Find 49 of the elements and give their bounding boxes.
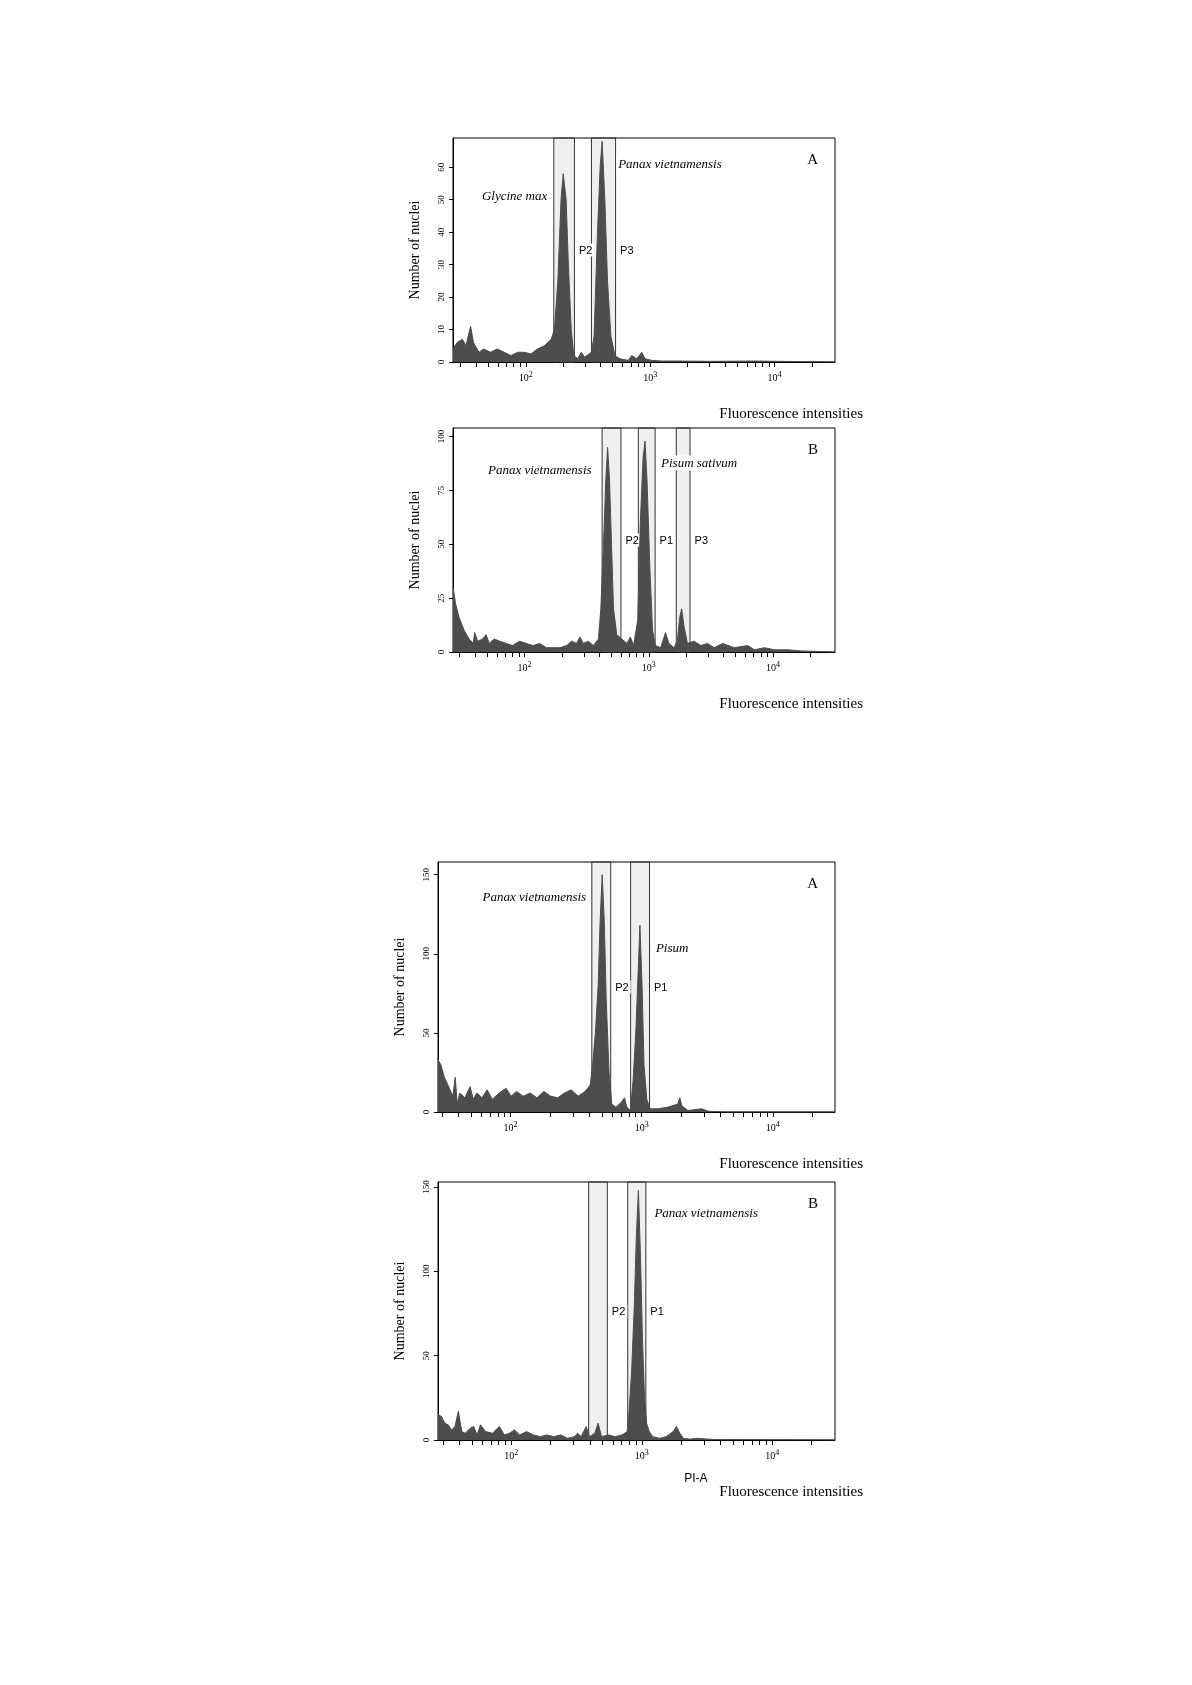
annotation: Panax vietnamensis [617, 155, 722, 171]
y-tick-label: 10 [435, 324, 446, 335]
annotation: Pisum [654, 939, 689, 955]
y-tick-label: 30 [435, 259, 446, 270]
band-label: P3 [694, 534, 709, 546]
y-tick-label: 50 [435, 539, 446, 549]
y-tick-label: 100 [435, 429, 446, 444]
y-tick-label: 150 [420, 867, 431, 882]
y-tick-label: 25 [435, 593, 446, 603]
y-tick-label: 40 [435, 227, 446, 237]
band-label: P1 [650, 1305, 664, 1317]
y-tick-label: 150 [420, 1179, 431, 1194]
band-label: P2 [578, 244, 593, 256]
y-tick-label: 50 [420, 1027, 431, 1038]
y-tick-label: 0 [435, 649, 446, 655]
x-axis-title: Fluorescence intensities [719, 694, 864, 711]
y-tick-label: 60 [435, 162, 446, 172]
y-tick-label: 0 [420, 1437, 431, 1443]
annotation: Panax vietnamensis [653, 1204, 758, 1220]
text: A [807, 874, 819, 891]
band-label: P1 [654, 981, 668, 993]
y-axis-title: Number of nuclei [406, 200, 422, 300]
band-label: P1 [659, 534, 674, 546]
x-axis-title: Fluorescence intensities [719, 404, 864, 421]
x-axis-title: Fluorescence intensities [719, 1482, 864, 1499]
y-tick-label: 75 [435, 485, 446, 495]
y-tick-label: 100 [420, 946, 431, 961]
band-label: P3 [620, 244, 634, 256]
y-tick-label: 100 [420, 1264, 431, 1279]
x-axis-title: Fluorescence intensities [719, 1154, 864, 1171]
band-label: P2 [625, 534, 639, 546]
text: PI-A [684, 1471, 708, 1485]
y-tick-label: 0 [435, 359, 446, 365]
y-axis-title: Number of nuclei [391, 1261, 407, 1361]
text: B [808, 440, 819, 457]
text: A [807, 150, 819, 167]
text: B [808, 1194, 819, 1211]
band-label: P2 [611, 1305, 626, 1317]
y-tick-label: 0 [420, 1109, 431, 1115]
y-axis-title: Number of nuclei [391, 937, 407, 1037]
annotation: Pisum sativum [660, 455, 738, 471]
y-tick-label: 50 [435, 194, 446, 205]
y-tick-label: 20 [435, 292, 446, 302]
annotation: Panax vietnamensis [481, 889, 587, 905]
band-label: P2 [615, 981, 629, 993]
annotation: Glycine max [481, 188, 548, 204]
y-tick-label: 50 [420, 1350, 431, 1361]
y-axis-title: Number of nuclei [406, 490, 422, 590]
annotation: Panax vietnamensis [486, 461, 592, 477]
